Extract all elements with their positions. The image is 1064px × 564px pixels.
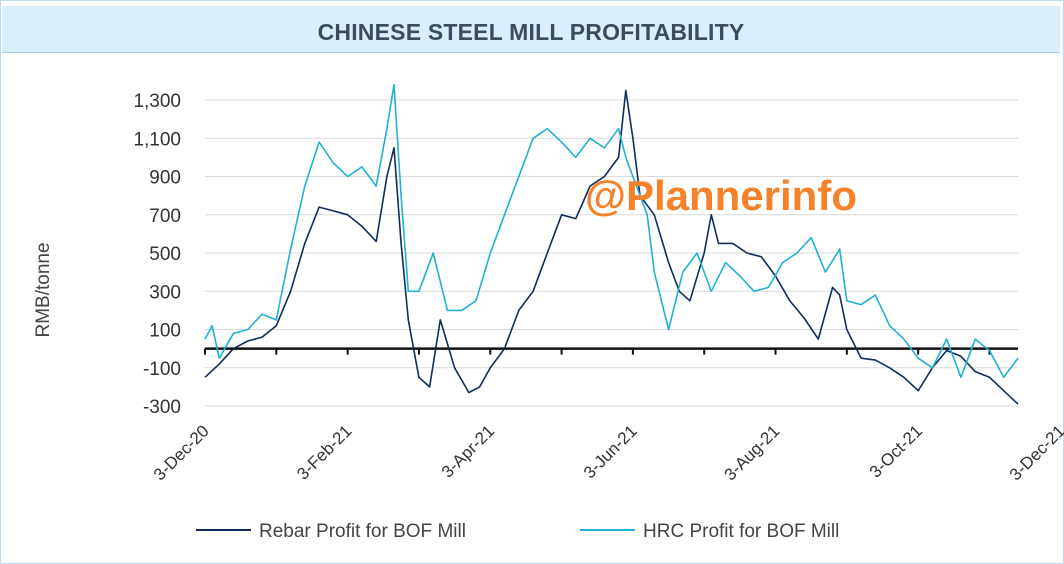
y-tick-label: -100 bbox=[143, 359, 181, 380]
y-tick-label: 100 bbox=[149, 321, 181, 342]
title-bar: CHINESE STEEL MILL PROFITABILITY bbox=[2, 6, 1060, 53]
hrc-series-line bbox=[204, 83, 1019, 379]
x-tick-label: 3-Oct-21 bbox=[866, 421, 926, 481]
x-tick-label: 3-Dec-20 bbox=[150, 421, 213, 484]
watermark-annotation: @Plannerinfo bbox=[585, 172, 857, 219]
x-tick-label: 3-Apr-21 bbox=[438, 421, 498, 481]
y-tick-label: 700 bbox=[149, 206, 181, 227]
x-tick-label: 3-Aug-21 bbox=[720, 421, 783, 484]
x-tick-label: 3-Feb-21 bbox=[293, 421, 355, 483]
legend-label: Rebar Profit for BOF Mill bbox=[259, 521, 466, 542]
x-tick-label: 3-Dec-21 bbox=[1006, 421, 1064, 484]
y-tick-label: 900 bbox=[149, 168, 181, 189]
y-tick-label: 1,100 bbox=[133, 129, 181, 150]
legend-label: HRC Profit for BOF Mill bbox=[643, 521, 839, 542]
y-tick-label: 300 bbox=[149, 282, 181, 303]
rebar-series-line bbox=[204, 89, 1019, 405]
chart-title: CHINESE STEEL MILL PROFITABILITY bbox=[317, 19, 745, 45]
y-tick-label: 1,300 bbox=[133, 91, 181, 112]
x-tick-label: 3-Jun-21 bbox=[580, 421, 641, 482]
y-tick-label: -300 bbox=[143, 397, 181, 418]
y-tick-label: 500 bbox=[149, 244, 181, 265]
